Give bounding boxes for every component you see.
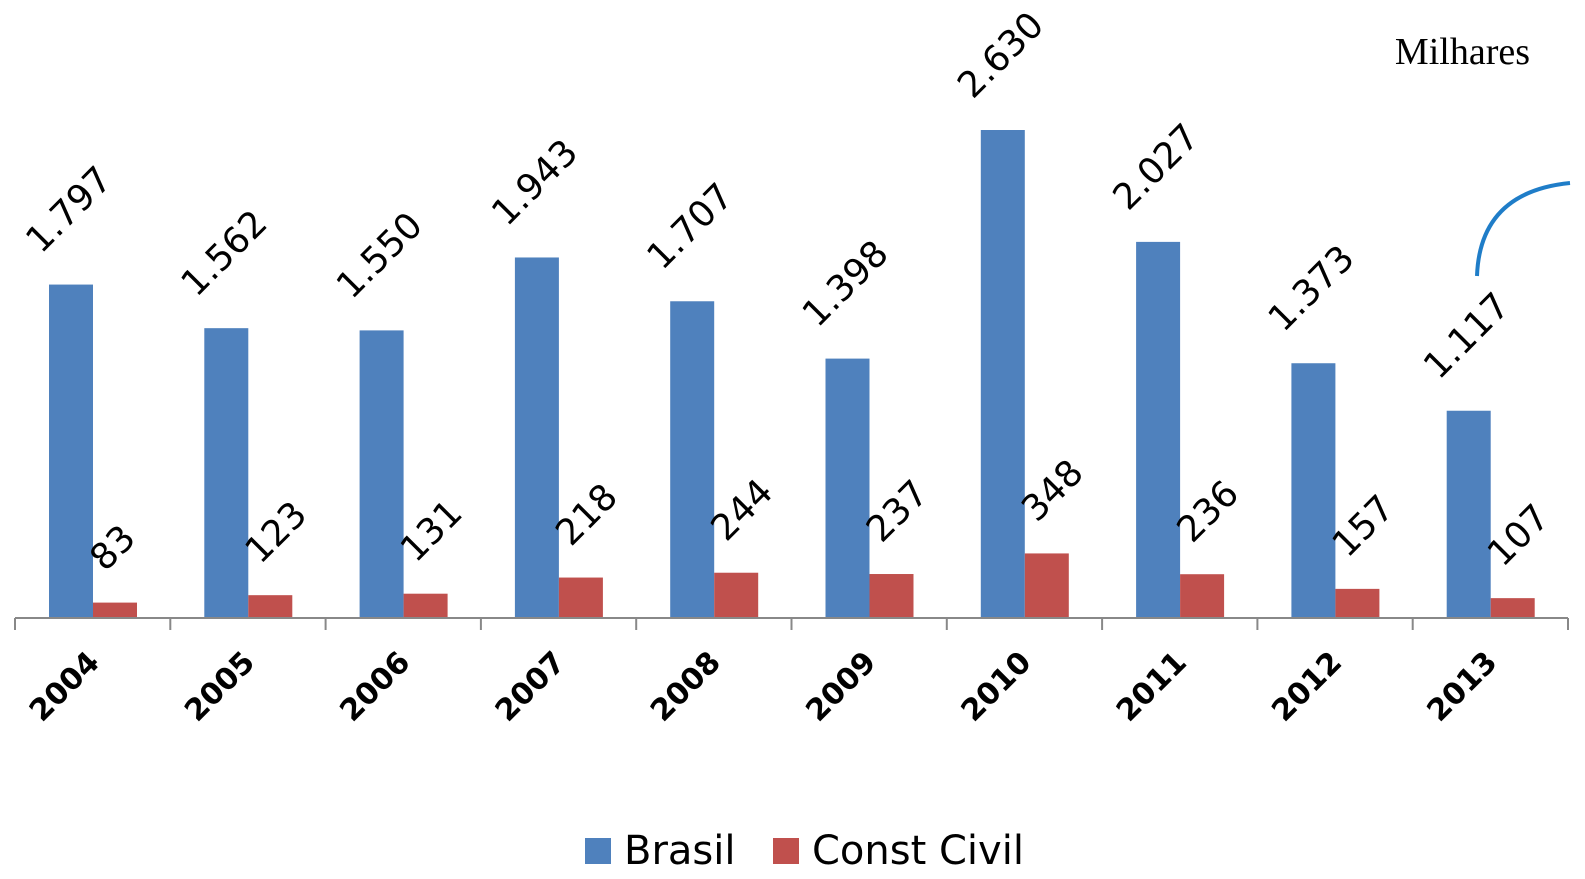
value-label: 1.373 — [1261, 238, 1363, 340]
value-label: 1.550 — [329, 205, 431, 307]
bar — [1024, 553, 1069, 618]
value-label: 107 — [1480, 497, 1558, 575]
legend-swatch — [773, 838, 799, 864]
value-label: 2.027 — [1105, 116, 1207, 218]
bar — [670, 301, 715, 618]
bar — [514, 257, 559, 618]
bar — [204, 328, 249, 618]
value-label: 1.707 — [640, 176, 742, 278]
bar — [714, 572, 759, 618]
bar — [359, 330, 404, 618]
value-label: 2.630 — [950, 4, 1052, 106]
value-label: 1.117 — [1416, 285, 1518, 387]
bar — [980, 130, 1025, 618]
value-label: 348 — [1014, 452, 1092, 530]
value-label: 237 — [859, 473, 937, 551]
value-label: 244 — [704, 472, 782, 550]
x-tick-label: 2013 — [1421, 645, 1505, 729]
unit-note: Milhares — [1395, 31, 1530, 73]
x-tick-label: 2005 — [178, 645, 262, 729]
legend-label: Brasil — [624, 828, 735, 874]
bar — [1180, 574, 1225, 618]
bar — [1490, 598, 1535, 618]
x-tick-label: 2010 — [955, 645, 1039, 729]
bar — [1446, 410, 1491, 618]
decorative-arc — [1475, 181, 1571, 277]
bar — [1291, 363, 1336, 618]
bar — [869, 574, 914, 618]
x-tick-label: 2008 — [644, 645, 728, 729]
value-label: 1.943 — [484, 132, 586, 234]
bar — [1136, 241, 1181, 618]
x-tick-label: 2009 — [799, 645, 883, 729]
x-tick-label: 2012 — [1265, 645, 1349, 729]
x-tick-label: 2007 — [489, 645, 573, 729]
bar — [93, 602, 137, 618]
bar — [1335, 588, 1380, 618]
value-label: 1.797 — [18, 159, 120, 261]
value-label: 123 — [238, 494, 316, 572]
bar — [403, 593, 448, 618]
value-label: 131 — [393, 492, 471, 570]
bar — [49, 284, 93, 618]
bar — [825, 358, 870, 618]
x-tick-label: 2006 — [333, 645, 417, 729]
value-label: 1.562 — [174, 203, 276, 305]
value-label: 1.398 — [795, 233, 897, 335]
x-tick-label: 2004 — [23, 645, 107, 729]
value-label: 157 — [1325, 488, 1403, 566]
value-label: 236 — [1169, 473, 1247, 551]
bar — [558, 577, 603, 618]
legend-label: Const Civil — [812, 828, 1024, 874]
bar — [248, 595, 293, 618]
x-tick-label: 2011 — [1110, 645, 1194, 729]
value-label: 218 — [548, 476, 626, 554]
legend-swatch — [585, 838, 611, 864]
